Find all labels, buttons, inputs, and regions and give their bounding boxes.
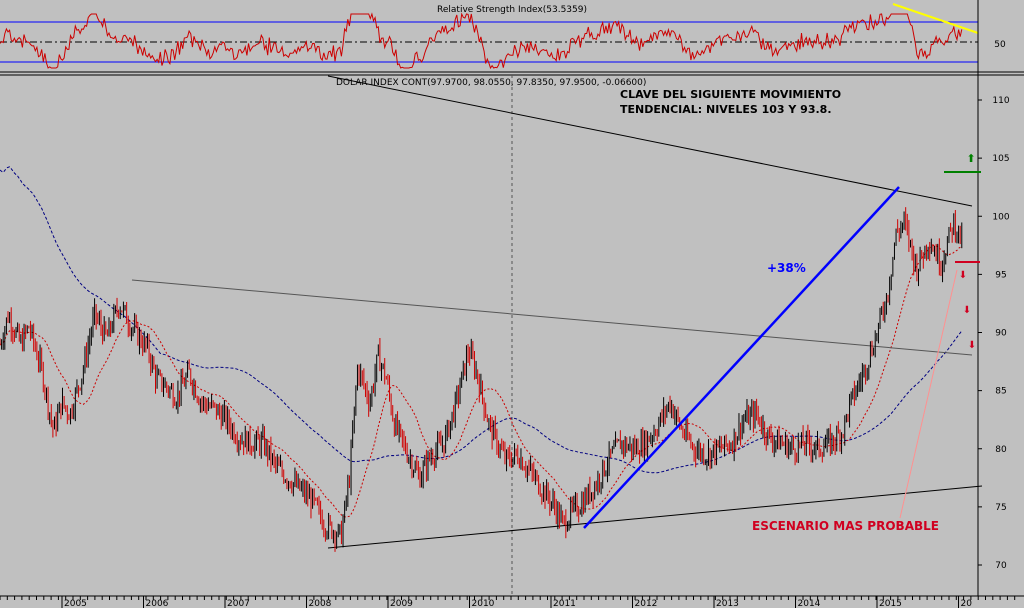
scenario-label: ESCENARIO MAS PROBABLE bbox=[752, 519, 939, 533]
up-arrow-icon: ⬆ bbox=[966, 152, 975, 165]
y-tick-label: 80 bbox=[995, 445, 1007, 455]
down-arrow-icon: ⬇ bbox=[963, 305, 971, 316]
x-tick-label: 20 bbox=[961, 599, 973, 608]
scenario-pointer-line bbox=[899, 269, 958, 519]
rsi-title: Relative Strength Index(53.5359) bbox=[437, 5, 587, 15]
rsi-line bbox=[0, 12, 963, 70]
y-tick-label: 110 bbox=[992, 96, 1009, 106]
uptrend-line bbox=[583, 186, 900, 529]
x-tick-label: 2007 bbox=[227, 599, 250, 608]
down-arrow-icon: ⬇ bbox=[959, 270, 967, 281]
y-tick-label: 105 bbox=[992, 154, 1009, 164]
rsi-axis-tick: 50 bbox=[994, 40, 1006, 50]
x-tick-label: 2008 bbox=[309, 599, 332, 608]
annotation-title-line1: CLAVE DEL SIGUIENTE MOVIMIENTO bbox=[620, 88, 841, 101]
upper-resistance-trendline bbox=[327, 75, 973, 207]
x-axis: 2005 2006 2007 2008 2009 2010 2011 2012 2013 2014… bbox=[0, 595, 1024, 608]
price-series bbox=[0, 207, 963, 552]
x-tick-label: 2009 bbox=[390, 599, 413, 608]
x-tick-label: 2005 bbox=[64, 599, 87, 608]
x-tick-label: 2011 bbox=[553, 599, 576, 608]
y-tick-label: 90 bbox=[995, 329, 1007, 339]
price-header: DOLAR INDEX CONT(97.9700, 98.0550, 97.83… bbox=[336, 78, 646, 88]
y-axis: 110 105 100 95 90 85 80 75 70 bbox=[978, 96, 1010, 571]
x-tick-label: 2012 bbox=[635, 599, 658, 608]
support-trendline bbox=[327, 485, 983, 549]
mid-resistance-trendline bbox=[131, 279, 973, 356]
annotation-title-line2: TENDENCIAL: NIVELES 103 Y 93.8. bbox=[620, 103, 832, 116]
y-tick-label: 75 bbox=[995, 503, 1006, 513]
y-tick-label: 85 bbox=[995, 387, 1006, 397]
x-tick-label: 2015 bbox=[879, 599, 902, 608]
x-tick-label: 2013 bbox=[716, 599, 739, 608]
x-tick-label: 2010 bbox=[472, 599, 495, 608]
gain-label: +38% bbox=[767, 261, 806, 275]
x-tick-label: 2014 bbox=[798, 599, 821, 608]
rsi-divergence-line bbox=[892, 3, 979, 34]
y-tick-label: 100 bbox=[992, 212, 1009, 222]
y-tick-label: 95 bbox=[995, 270, 1006, 280]
x-tick-label: 2006 bbox=[146, 599, 169, 608]
down-arrow-icon: ⬇ bbox=[968, 340, 976, 351]
y-tick-label: 70 bbox=[995, 561, 1007, 571]
